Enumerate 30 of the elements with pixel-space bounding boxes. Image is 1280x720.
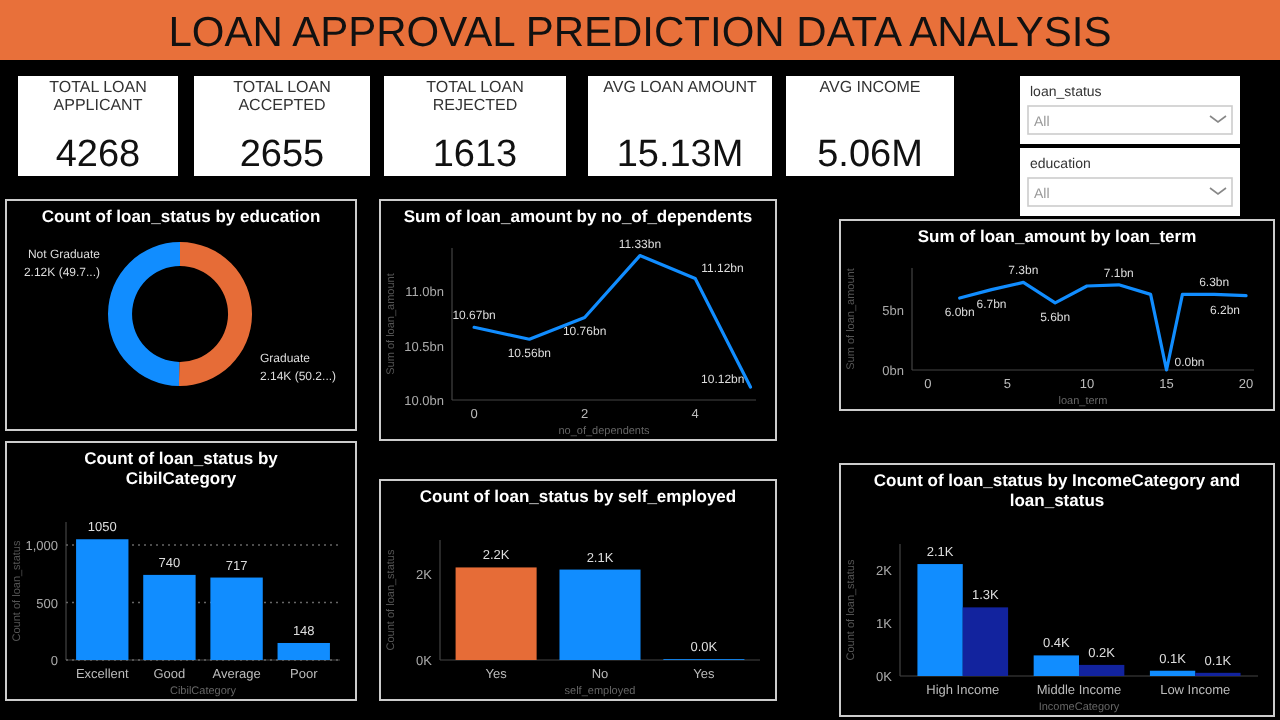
bar <box>76 539 129 660</box>
category-label: TOTAL LOAN REJECTED <box>426 78 525 114</box>
donut-slice <box>108 242 180 386</box>
category-label: AVG LOAN AMOUNT <box>603 78 757 96</box>
category-label: TOTAL LOAN ACCEPTED <box>233 78 332 114</box>
bar <box>559 569 641 660</box>
text: 15.13M <box>616 134 744 176</box>
text: 2655 <box>239 134 325 176</box>
bar <box>1149 670 1196 676</box>
bar <box>210 577 263 660</box>
text: 4268 <box>55 134 141 176</box>
text: 1613 <box>432 134 518 176</box>
category-label: TOTAL LOAN APPLICANT <box>49 78 148 114</box>
chart-title: Sum of loan_amount by loan_term <box>917 226 1198 246</box>
donut-slice <box>178 242 252 386</box>
text: 5.06M <box>817 134 923 176</box>
chart-title: Count of loan_status by self_employed <box>419 486 737 506</box>
bar <box>1033 655 1079 676</box>
bar <box>1079 664 1125 676</box>
bar <box>455 567 537 660</box>
bar <box>962 607 1009 676</box>
chart-title: Count of loan_status by IncomeCategory and loan_status <box>873 470 1241 510</box>
chart-title: Count of loan_status by education <box>41 206 321 226</box>
bar <box>917 564 963 676</box>
category-label: AVG INCOME <box>819 78 921 96</box>
bar <box>143 574 196 660</box>
text: LOAN APPROVAL PREDICTION DATA ANALYSIS <box>168 10 1112 56</box>
chart-title: Sum of loan_amount by no_of_dependents <box>403 206 753 226</box>
bar <box>277 642 330 660</box>
chart-title: Count of loan_status by CibilCategory <box>84 448 279 488</box>
